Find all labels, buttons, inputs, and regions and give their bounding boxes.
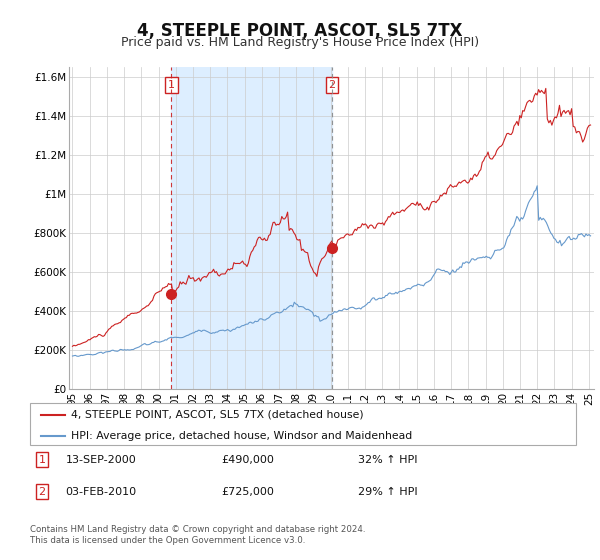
Text: Price paid vs. HM Land Registry's House Price Index (HPI): Price paid vs. HM Land Registry's House … <box>121 36 479 49</box>
Text: This data is licensed under the Open Government Licence v3.0.: This data is licensed under the Open Gov… <box>30 536 305 545</box>
Text: 1: 1 <box>38 455 46 465</box>
Text: 13-SEP-2000: 13-SEP-2000 <box>65 455 136 465</box>
Text: £725,000: £725,000 <box>221 487 274 497</box>
Text: 03-FEB-2010: 03-FEB-2010 <box>65 487 137 497</box>
Text: £490,000: £490,000 <box>221 455 274 465</box>
Text: 29% ↑ HPI: 29% ↑ HPI <box>358 487 417 497</box>
Text: 2: 2 <box>38 487 46 497</box>
Text: 32% ↑ HPI: 32% ↑ HPI <box>358 455 417 465</box>
Text: Contains HM Land Registry data © Crown copyright and database right 2024.: Contains HM Land Registry data © Crown c… <box>30 525 365 534</box>
Bar <box>172 67 332 389</box>
Text: 4, STEEPLE POINT, ASCOT, SL5 7TX: 4, STEEPLE POINT, ASCOT, SL5 7TX <box>137 22 463 40</box>
Text: 2: 2 <box>328 80 335 90</box>
Text: 1: 1 <box>168 80 175 90</box>
Text: 4, STEEPLE POINT, ASCOT, SL5 7TX (detached house): 4, STEEPLE POINT, ASCOT, SL5 7TX (detach… <box>71 409 364 419</box>
Text: HPI: Average price, detached house, Windsor and Maidenhead: HPI: Average price, detached house, Wind… <box>71 431 412 441</box>
